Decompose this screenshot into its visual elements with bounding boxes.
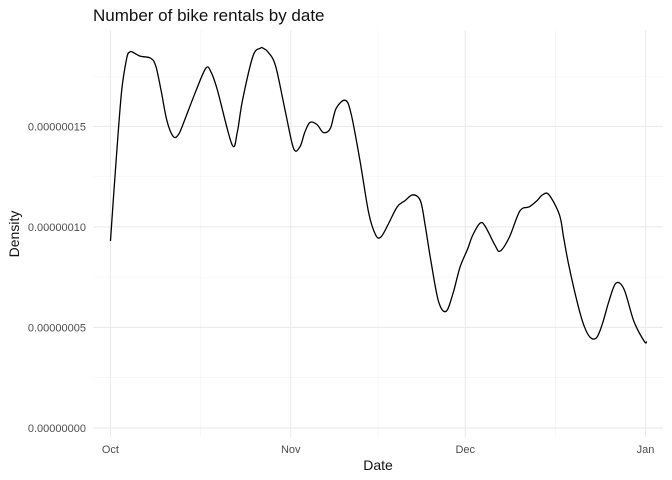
major-gridlines (93, 30, 663, 437)
y-tick-label: 0.00000010 (28, 222, 86, 234)
minor-gridlines (93, 30, 663, 437)
y-axis-tick-labels: 0.00000000 0.00000005 0.00000010 0.00000015 (28, 121, 86, 434)
y-tick-label: 0.00000005 (28, 322, 86, 334)
x-tick-label: Dec (455, 444, 475, 456)
series-layer (109, 46, 648, 344)
density-curve (109, 46, 648, 344)
chart-title: Number of bike rentals by date (93, 6, 325, 25)
x-tick-label: Nov (281, 444, 301, 456)
y-tick-label: 0.00000015 (28, 121, 86, 133)
x-axis-label: Date (363, 457, 393, 473)
y-tick-label: 0.00000000 (28, 423, 86, 435)
x-axis-tick-labels: Oct Nov Dec Jan (102, 444, 655, 456)
y-axis-label: Density (6, 211, 22, 258)
x-tick-label: Jan (637, 444, 655, 456)
x-tick-label: Oct (102, 444, 119, 456)
